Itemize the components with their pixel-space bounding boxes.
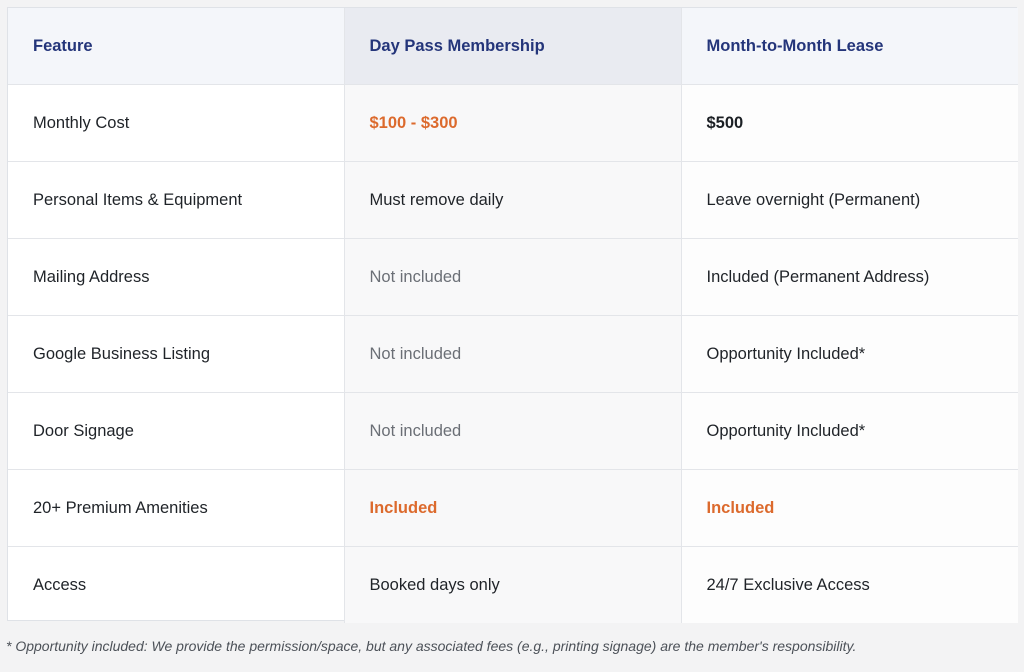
comparison-table: Feature Day Pass Membership Month-to-Mon… [8,8,1018,623]
month-lease-cell: $500 [681,84,1018,162]
month-lease-cell: 24/7 Exclusive Access [681,546,1018,623]
feature-cell: 20+ Premium Amenities [8,469,345,547]
month-lease-cell: Included [681,469,1018,547]
month-lease-cell: Included (Permanent Address) [681,238,1018,316]
table-row: Mailing Address Not included Included (P… [8,238,1018,316]
comparison-table-container: Feature Day Pass Membership Month-to-Mon… [7,7,1018,623]
day-pass-cell: Not included [344,315,682,393]
table-row: Personal Items & Equipment Must remove d… [8,161,1018,239]
footnote: * Opportunity included: We provide the p… [6,638,857,654]
table-row: Door Signage Not included Opportunity In… [8,392,1018,470]
table-row: Monthly Cost $100 - $300 $500 [8,84,1018,162]
header-day-pass: Day Pass Membership [344,8,682,85]
day-pass-cell: Included [344,469,682,547]
feature-cell: Door Signage [8,392,345,470]
header-feature: Feature [8,8,345,85]
feature-cell: Mailing Address [8,238,345,316]
feature-cell: Google Business Listing [8,315,345,393]
table-row: 20+ Premium Amenities Included Included [8,469,1018,547]
day-pass-cell: Not included [344,238,682,316]
table-row: Google Business Listing Not included Opp… [8,315,1018,393]
feature-cell: Access [8,546,345,623]
day-pass-cell: Not included [344,392,682,470]
month-lease-cell: Leave overnight (Permanent) [681,161,1018,239]
table-row: Access Booked days only 24/7 Exclusive A… [8,546,1018,623]
feature-cell: Monthly Cost [8,84,345,162]
feature-cell: Personal Items & Equipment [8,161,345,239]
header-month-lease: Month-to-Month Lease [681,8,1018,85]
day-pass-cell: $100 - $300 [344,84,682,162]
table-header-row: Feature Day Pass Membership Month-to-Mon… [8,8,1018,85]
day-pass-cell: Must remove daily [344,161,682,239]
month-lease-cell: Opportunity Included* [681,392,1018,470]
day-pass-cell: Booked days only [344,546,682,623]
month-lease-cell: Opportunity Included* [681,315,1018,393]
